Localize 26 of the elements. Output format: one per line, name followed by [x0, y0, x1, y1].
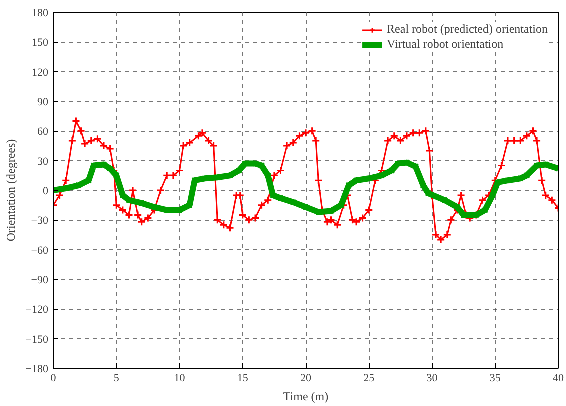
y-tick-label: 150: [32, 37, 49, 50]
legend-label: Virtual robot orientation: [387, 37, 504, 52]
y-tick-label: 0: [43, 186, 49, 198]
y-tick-label: 120: [32, 66, 49, 79]
y-tick-label: −60: [31, 244, 49, 257]
x-tick-label: 30: [426, 372, 438, 384]
y-tick-label: 180: [32, 8, 49, 20]
x-tick-label: 0: [50, 372, 57, 384]
x-tick-label: 20: [300, 372, 312, 384]
x-axis-title: Time (m): [283, 390, 329, 404]
x-tick-label: 15: [237, 372, 249, 384]
y-tick-label: 90: [38, 96, 49, 108]
y-tick-label: −120: [26, 304, 49, 316]
y-tick-label: −30: [31, 215, 49, 228]
y-tick-label: 30: [38, 156, 49, 168]
x-tick-label: 5: [114, 372, 120, 384]
y-tick-label: −180: [26, 364, 49, 376]
y-tick-label: −150: [26, 334, 49, 346]
x-tick-label: 35: [490, 372, 502, 384]
x-tick-label: 25: [364, 372, 376, 384]
x-tick-label: 10: [174, 372, 186, 384]
y-axis-title: Orientation (degrees): [4, 139, 18, 242]
x-tick-label: 40: [553, 372, 564, 384]
y-tick-label: −90: [31, 274, 49, 286]
y-tick-label: 60: [38, 126, 49, 138]
legend-label: Real robot (predicted) orientation: [387, 22, 548, 37]
